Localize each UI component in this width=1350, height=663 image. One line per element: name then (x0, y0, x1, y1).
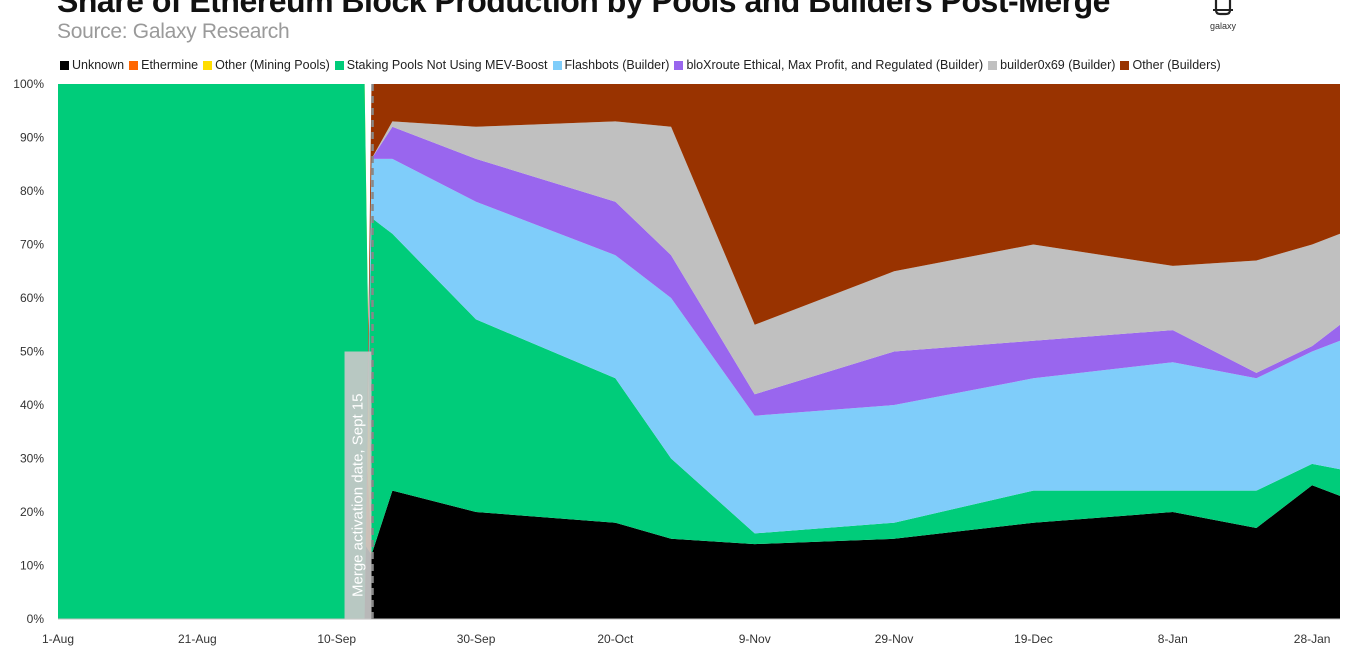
legend-label: bloXroute Ethical, Max Profit, and Regul… (686, 58, 984, 72)
legend-swatch (334, 60, 344, 70)
legend-swatch (552, 60, 562, 70)
chart-legend: Unknown Ethermine Other (Mining Pools) S… (60, 56, 1226, 74)
merge-annotation-box (344, 351, 372, 619)
legend-item-builder0x69: builder0x69 (Builder) (988, 58, 1115, 72)
chart-title: Share of Ethereum Block Production by Po… (57, 0, 1110, 19)
area-other-builders (58, 84, 1340, 619)
x-tick-label: 29-Nov (875, 632, 914, 646)
legend-label: Flashbots (Builder) (564, 58, 670, 72)
x-tick-label: 9-Nov (739, 632, 771, 646)
legend-swatch (988, 60, 998, 70)
legend-item-other-builders: Other (Builders) (1120, 58, 1221, 72)
legend-item-staking-pools: Staking Pools Not Using MEV-Boost (334, 58, 548, 72)
area-builder0x69-builder (58, 121, 1340, 620)
legend-label: builder0x69 (Builder) (1000, 58, 1116, 72)
y-tick-label: 40% (20, 398, 44, 412)
legend-item-unknown: Unknown (60, 58, 124, 72)
y-tick-label: 30% (20, 452, 44, 466)
legend-swatch (1120, 60, 1130, 70)
x-tick-label: 20-Oct (597, 632, 634, 646)
chart-subtitle: Source: Galaxy Research (57, 20, 290, 43)
x-tick-label: 19-Dec (1014, 632, 1053, 646)
y-tick-label: 0% (27, 612, 45, 626)
legend-item-flashbots: Flashbots (Builder) (552, 58, 670, 72)
legend-label: Staking Pools Not Using MEV-Boost (346, 58, 548, 72)
y-tick-label: 80% (20, 184, 44, 198)
legend-swatch (129, 60, 139, 70)
y-tick-label: 20% (20, 505, 44, 519)
legend-label: Other (Builders) (1132, 58, 1221, 72)
x-tick-label: 28-Jan (1294, 632, 1331, 646)
y-tick-label: 10% (20, 559, 44, 573)
area-unknown (58, 485, 1340, 619)
x-tick-label: 10-Sep (317, 632, 356, 646)
galaxy-logo-icon (1213, 0, 1233, 16)
legend-swatch (674, 60, 684, 70)
logo-text: galaxy (1209, 21, 1236, 31)
legend-item-bloxroute: bloXroute Ethical, Max Profit, and Regul… (674, 58, 983, 72)
legend-item-ethermine: Ethermine (129, 58, 198, 72)
y-tick-label: 100% (13, 77, 44, 91)
legend-item-other-mining-pools: Other (Mining Pools) (203, 58, 330, 72)
area-staking-pools-not-using-mev-boost (58, 84, 1340, 619)
x-tick-label: 1-Aug (42, 632, 74, 646)
y-tick-label: 70% (20, 238, 44, 252)
legend-swatch (60, 60, 69, 70)
galaxy-logo: galaxy (1208, 0, 1238, 31)
y-tick-label: 60% (20, 291, 44, 305)
x-tick-label: 21-Aug (178, 632, 217, 646)
y-tick-label: 50% (20, 345, 44, 359)
legend-label: Other (Mining Pools) (215, 58, 330, 72)
legend-label: Ethermine (141, 58, 199, 72)
x-tick-label: 8-Jan (1158, 632, 1188, 646)
legend-label: Unknown (72, 58, 125, 72)
y-tick-label: 90% (20, 131, 44, 145)
x-tick-label: 30-Sep (457, 632, 496, 646)
merge-annotation-label: Merge activation date, Sept 15 (350, 394, 367, 597)
area-flashbots-builder (58, 158, 1340, 619)
legend-swatch (203, 60, 213, 70)
